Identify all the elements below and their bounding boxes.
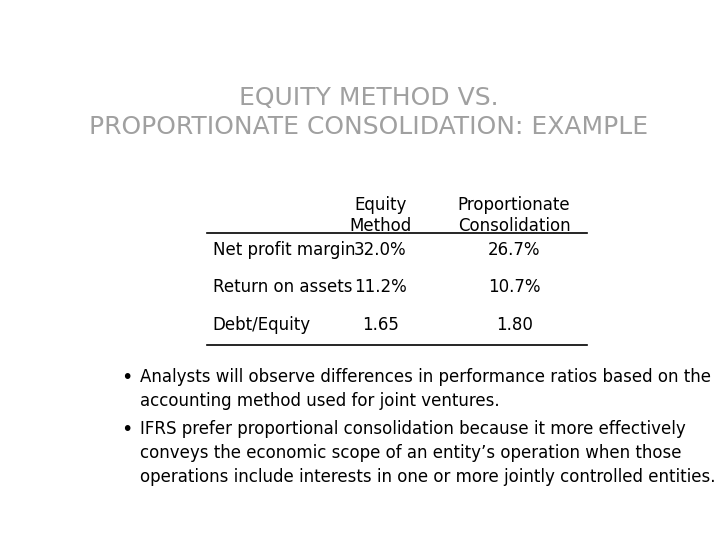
Text: Equity
Method: Equity Method: [349, 196, 411, 234]
Text: Copyright © 2013 CFA Institute: Copyright © 2013 CFA Institute: [29, 514, 247, 528]
Text: Analysts will observe differences in performance ratios based on the
accounting : Analysts will observe differences in per…: [140, 368, 711, 410]
Text: 32.0%: 32.0%: [354, 241, 407, 259]
Text: IFRS prefer proportional consolidation because it more effectively
conveys the e: IFRS prefer proportional consolidation b…: [140, 420, 716, 485]
Text: Net profit margin: Net profit margin: [213, 241, 355, 259]
Text: 10.7%: 10.7%: [488, 278, 540, 296]
Text: 1.65: 1.65: [361, 316, 399, 334]
Text: 20: 20: [681, 514, 698, 528]
Text: •: •: [121, 368, 132, 387]
Text: 11.2%: 11.2%: [354, 278, 407, 296]
Text: •: •: [121, 420, 132, 440]
Text: Return on assets: Return on assets: [213, 278, 352, 296]
Text: 26.7%: 26.7%: [488, 241, 540, 259]
Text: Proportionate
Consolidation: Proportionate Consolidation: [458, 196, 570, 234]
Text: Debt/Equity: Debt/Equity: [213, 316, 311, 334]
Text: EQUITY METHOD VS.
PROPORTIONATE CONSOLIDATION: EXAMPLE: EQUITY METHOD VS. PROPORTIONATE CONSOLID…: [89, 85, 649, 139]
Text: 1.80: 1.80: [495, 316, 533, 334]
